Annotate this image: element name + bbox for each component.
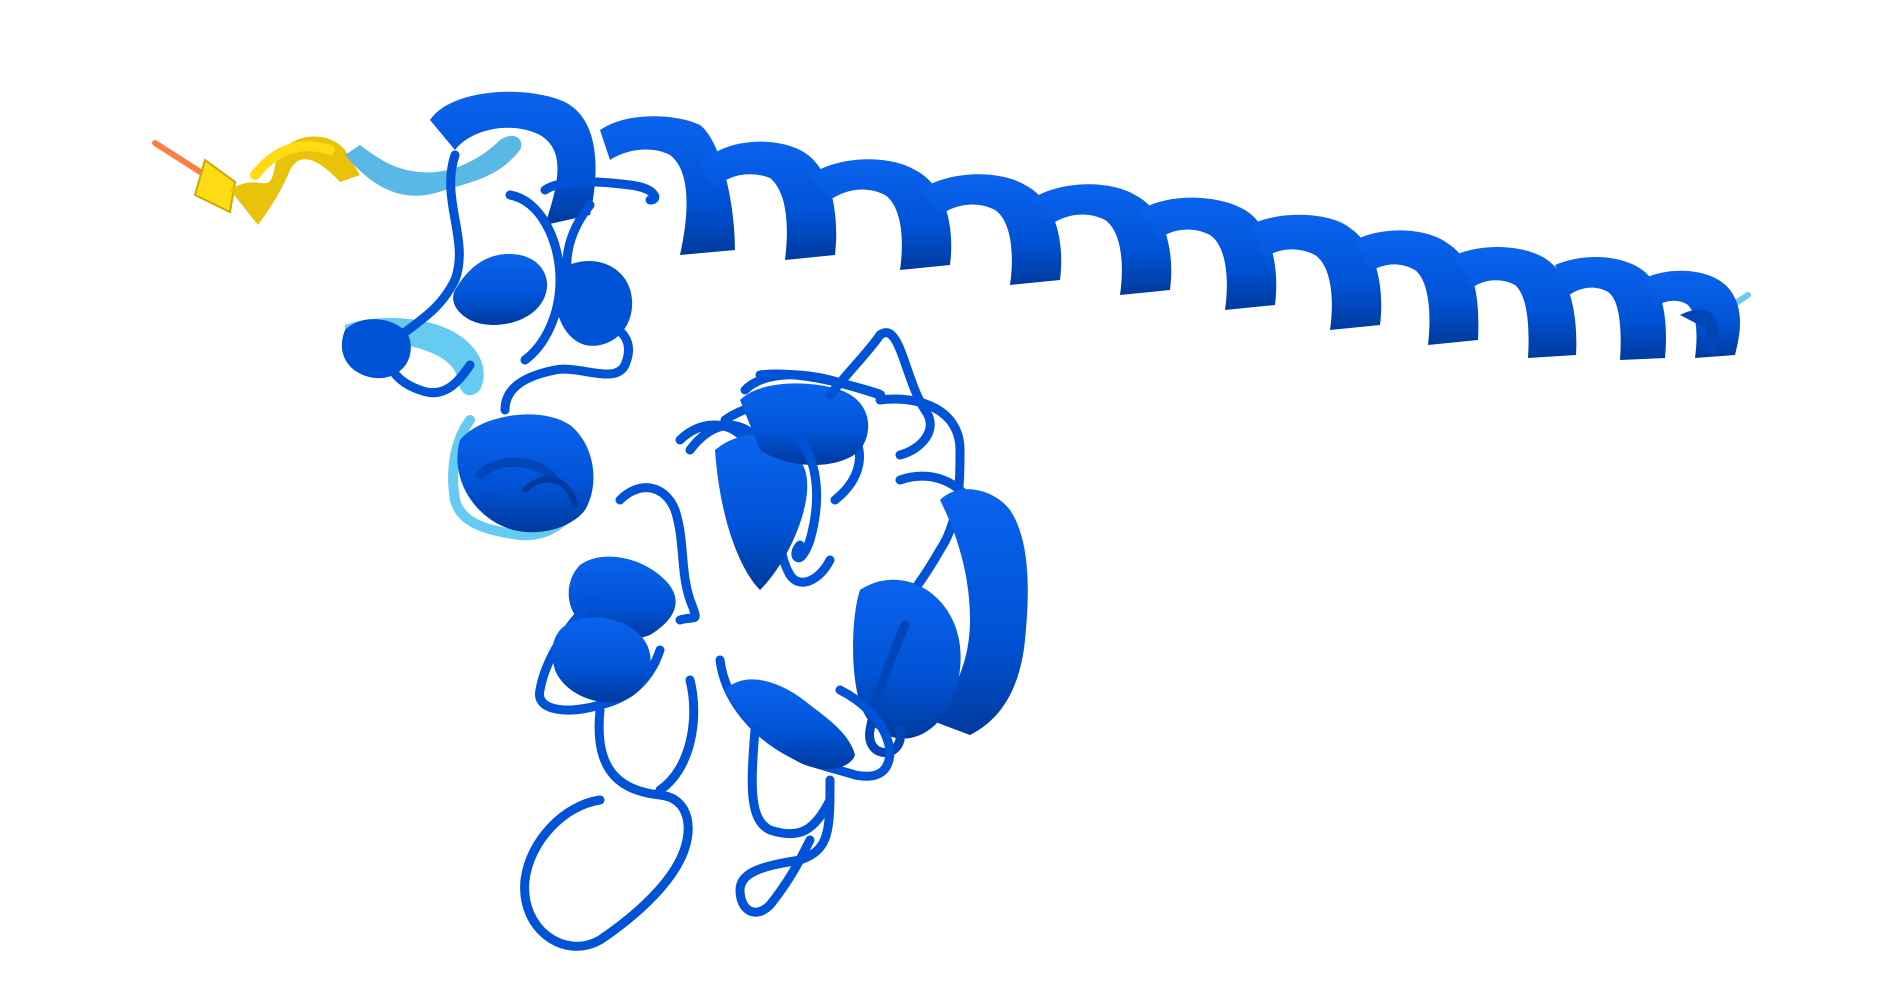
globular-domain <box>341 150 1028 951</box>
long-helix <box>430 91 1740 360</box>
n-terminus-tail <box>152 140 208 178</box>
low-confidence-segment <box>193 136 360 225</box>
